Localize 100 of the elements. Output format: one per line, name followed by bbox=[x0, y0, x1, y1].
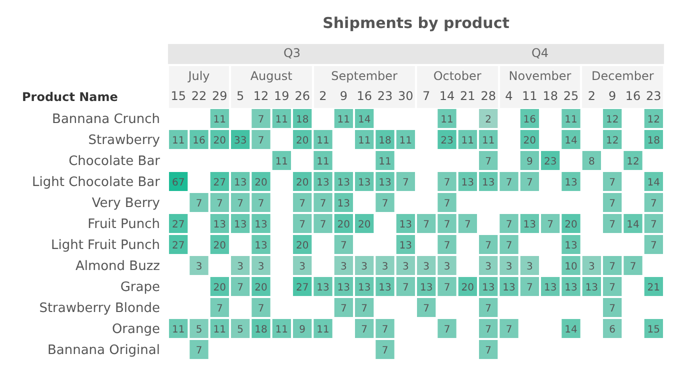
x-tick-label: 23 bbox=[646, 89, 662, 103]
data-label: 33 bbox=[234, 136, 247, 146]
data-label: 3 bbox=[340, 262, 347, 272]
data-label: 11 bbox=[440, 114, 454, 126]
y-tick-label: Bannana Original bbox=[47, 343, 160, 358]
data-label: 20 bbox=[213, 240, 226, 252]
data-label: 13 bbox=[523, 220, 536, 230]
data-label: 7 bbox=[216, 198, 223, 210]
data-label: 7 bbox=[216, 304, 223, 314]
data-label: 20 bbox=[213, 282, 226, 294]
data-label: 7 bbox=[444, 324, 450, 336]
x-tick-label: 16 bbox=[625, 89, 641, 103]
data-label: 3 bbox=[588, 262, 595, 272]
data-label: 6 bbox=[609, 324, 616, 336]
y-tick-label: Strawberry Blonde bbox=[39, 301, 160, 316]
y-tick-label: Strawberry bbox=[88, 133, 160, 148]
x-tick-label: 9 bbox=[608, 89, 616, 103]
y-tick-label: Orange bbox=[112, 322, 160, 338]
data-label: 11 bbox=[316, 156, 330, 168]
data-label: 7 bbox=[361, 324, 368, 336]
data-label: 13 bbox=[564, 282, 578, 294]
x-tick-label: 2 bbox=[319, 89, 327, 103]
data-label: 7 bbox=[444, 282, 450, 294]
data-label: 13 bbox=[564, 178, 578, 188]
data-label: 27 bbox=[213, 178, 226, 188]
data-label: 7 bbox=[258, 304, 264, 314]
data-label: 13 bbox=[234, 220, 247, 230]
data-label: 7 bbox=[382, 346, 388, 356]
data-label: 7 bbox=[340, 240, 347, 252]
x-tick-label: 29 bbox=[212, 89, 228, 103]
data-label: 14 bbox=[626, 220, 640, 230]
data-label: 7 bbox=[464, 220, 471, 230]
data-label: 7 bbox=[382, 324, 388, 336]
data-label: 3 bbox=[258, 262, 264, 272]
data-label: 20 bbox=[337, 220, 350, 230]
text: Q3 bbox=[282, 46, 302, 60]
data-label: 14 bbox=[358, 114, 371, 126]
data-label: 11 bbox=[213, 114, 226, 126]
y-axis-title: Product Name bbox=[22, 90, 118, 104]
data-label: 7 bbox=[320, 198, 326, 210]
data-label: 18 bbox=[647, 136, 660, 146]
data-label: 7 bbox=[506, 178, 512, 188]
x-tick-label: 22 bbox=[191, 89, 207, 103]
data-label: 7 bbox=[299, 198, 306, 210]
data-label: 7 bbox=[609, 282, 616, 294]
data-label: 3 bbox=[196, 262, 202, 272]
x-tick-label: 30 bbox=[398, 89, 414, 103]
data-label: 3 bbox=[299, 262, 306, 272]
data-label: 7 bbox=[630, 262, 636, 272]
data-label: 18 bbox=[254, 324, 268, 336]
data-label: 13 bbox=[254, 240, 268, 252]
data-label: 13 bbox=[337, 198, 350, 210]
data-label: 7 bbox=[340, 304, 347, 314]
data-label: 14 bbox=[647, 178, 660, 188]
data-label: 7 bbox=[609, 198, 616, 210]
x-tick-label: 12 bbox=[253, 89, 269, 103]
y-tick-label: Fruit Punch bbox=[88, 217, 160, 232]
x-tick-label: 21 bbox=[460, 89, 476, 103]
data-label: 7 bbox=[237, 282, 244, 294]
data-label: 13 bbox=[564, 240, 578, 252]
x-tick-label: 16 bbox=[356, 89, 372, 103]
data-label: 20 bbox=[296, 136, 309, 146]
chart-title: Shipments by product bbox=[322, 14, 510, 32]
data-label: 7 bbox=[258, 114, 264, 126]
data-label: 7 bbox=[402, 282, 409, 294]
y-tick-label: Grape bbox=[120, 280, 160, 296]
data-label: 27 bbox=[172, 240, 185, 252]
data-label: 20 bbox=[254, 282, 268, 294]
data-label: 7 bbox=[609, 262, 616, 272]
text: November bbox=[508, 69, 572, 83]
data-label: 20 bbox=[296, 178, 309, 188]
data-label: 12 bbox=[647, 114, 660, 126]
data-label: 11 bbox=[275, 156, 288, 168]
data-label: 11 bbox=[337, 114, 350, 126]
x-tick-label: 15 bbox=[170, 89, 186, 103]
data-label: 18 bbox=[296, 114, 309, 126]
data-label: 13 bbox=[399, 220, 412, 230]
data-label: 10 bbox=[564, 262, 578, 272]
data-label: 12 bbox=[606, 136, 619, 146]
data-label: 7 bbox=[258, 136, 264, 146]
data-label: 11 bbox=[316, 324, 330, 336]
data-label: 13 bbox=[482, 282, 495, 294]
x-tick-label: 2 bbox=[588, 89, 596, 103]
data-label: 7 bbox=[650, 198, 657, 210]
data-label: 2 bbox=[485, 114, 492, 126]
data-label: 7 bbox=[444, 198, 450, 210]
data-label: 11 bbox=[172, 324, 185, 336]
data-label: 14 bbox=[564, 136, 578, 146]
data-label: 3 bbox=[506, 262, 512, 272]
data-label: 20 bbox=[254, 178, 268, 188]
data-label: 13 bbox=[461, 178, 474, 188]
data-label: 7 bbox=[485, 156, 492, 168]
data-label: 5 bbox=[237, 324, 244, 336]
data-label: 13 bbox=[316, 282, 330, 294]
data-label: 7 bbox=[609, 220, 616, 230]
data-label: 7 bbox=[506, 240, 512, 252]
data-label: 3 bbox=[485, 262, 492, 272]
data-label: 13 bbox=[502, 282, 516, 294]
data-label: 13 bbox=[378, 178, 392, 188]
data-label: 9 bbox=[299, 324, 306, 336]
